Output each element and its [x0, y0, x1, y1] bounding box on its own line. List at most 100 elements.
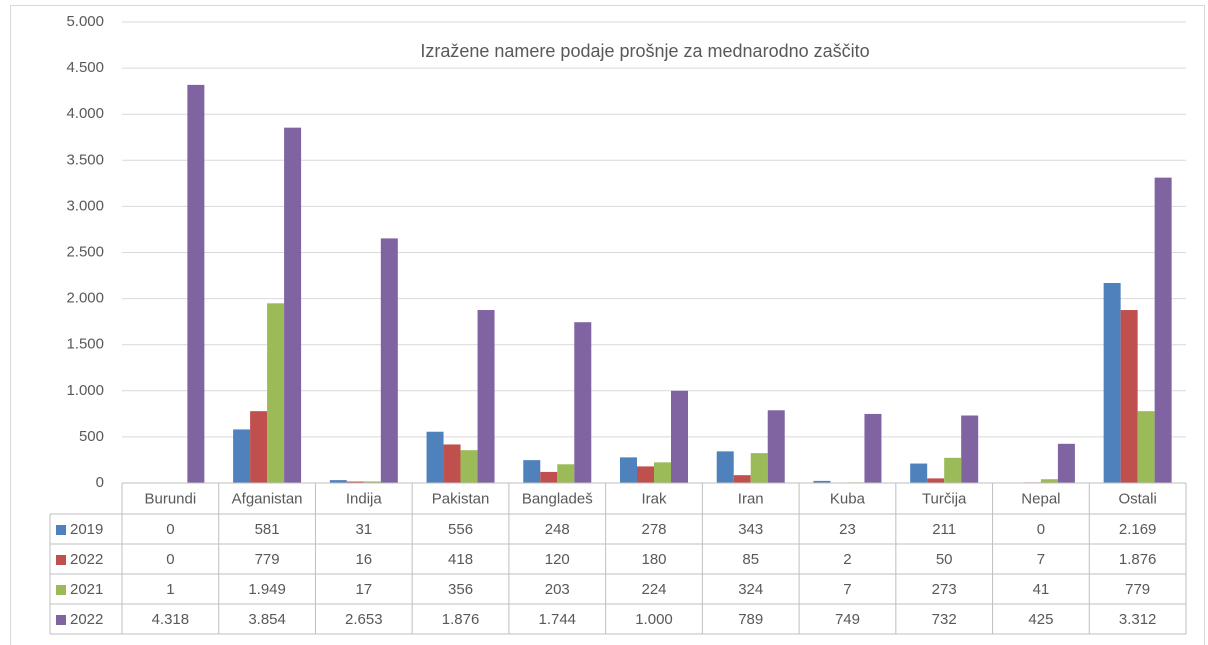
table-value: 0 — [166, 551, 174, 568]
bar — [346, 481, 364, 483]
table-value: 7 — [843, 581, 851, 598]
bar — [671, 390, 688, 483]
table-value: 581 — [255, 521, 280, 538]
chart-title: Izražene namere podaje prošnje za mednar… — [420, 41, 869, 61]
bar — [910, 463, 928, 483]
table-value: 779 — [255, 551, 280, 568]
table-value: 278 — [641, 521, 666, 538]
table-value: 273 — [932, 581, 957, 598]
table-value: 2 — [843, 551, 851, 568]
bar — [540, 471, 558, 483]
bar — [1137, 411, 1155, 483]
bar — [864, 413, 882, 483]
bar — [557, 464, 575, 483]
bar — [767, 410, 785, 483]
x-tick-label: Bangladeš — [522, 490, 593, 507]
x-tick-label: Iran — [738, 490, 764, 507]
table-value: 31 — [355, 521, 372, 538]
bar — [284, 127, 302, 484]
x-tick-label: Nepal — [1021, 490, 1060, 507]
table-value: 789 — [738, 611, 763, 628]
x-tick-label: Indija — [346, 490, 383, 507]
chart-border — [10, 5, 1205, 645]
table-value: 356 — [448, 581, 473, 598]
x-tick-label: Turčija — [922, 490, 967, 507]
bar — [574, 322, 592, 483]
x-tick-label: Kuba — [830, 490, 866, 507]
y-tick-label: 0 — [96, 474, 104, 491]
table-value: 779 — [1125, 581, 1150, 598]
table-value: 180 — [641, 551, 666, 568]
legend-key — [56, 555, 66, 565]
y-tick-label: 1.000 — [66, 382, 104, 399]
table-value: 556 — [448, 521, 473, 538]
table-value: 749 — [835, 611, 860, 628]
bar — [523, 460, 541, 483]
legend-label: 2022 — [70, 611, 103, 628]
table-value: 4.318 — [152, 611, 190, 628]
y-tick-label: 2.500 — [66, 243, 104, 260]
y-tick-label: 4.500 — [66, 59, 104, 76]
table-value: 50 — [936, 551, 953, 568]
bar — [187, 84, 205, 483]
bar — [1057, 443, 1075, 483]
bar — [329, 480, 347, 483]
table-value: 3.312 — [1119, 611, 1157, 628]
bar — [426, 431, 444, 483]
table-value: 1.000 — [635, 611, 673, 628]
bar — [927, 478, 945, 483]
legend-label: 2019 — [70, 521, 103, 538]
table-value: 211 — [932, 521, 956, 538]
bar — [1103, 283, 1121, 483]
bar — [1154, 177, 1172, 483]
bar — [654, 462, 671, 483]
y-tick-label: 4.000 — [66, 105, 104, 122]
table-value: 120 — [545, 551, 570, 568]
bar — [637, 466, 654, 483]
legend-label: 2021 — [70, 581, 103, 598]
table-value: 732 — [932, 611, 957, 628]
table-value: 1.876 — [442, 611, 480, 628]
y-tick-label: 3.000 — [66, 197, 104, 214]
bar — [813, 480, 831, 483]
table-value: 3.854 — [248, 611, 286, 628]
bar — [380, 238, 398, 483]
legend-key — [56, 525, 66, 535]
table-value: 425 — [1028, 611, 1053, 628]
table-value: 1.744 — [538, 611, 576, 628]
legend-key — [56, 615, 66, 625]
table-value: 17 — [355, 581, 372, 598]
table-value: 85 — [742, 551, 759, 568]
bar — [944, 457, 962, 483]
table-value: 1.949 — [248, 581, 286, 598]
table-value: 0 — [166, 521, 174, 538]
x-tick-label: Burundi — [145, 490, 197, 507]
bar — [460, 450, 478, 483]
bar — [733, 475, 751, 483]
table-value: 203 — [545, 581, 570, 598]
bar — [267, 303, 285, 483]
bar — [620, 457, 637, 483]
legend-key — [56, 585, 66, 595]
table-value: 0 — [1037, 521, 1045, 538]
y-tick-label: 1.500 — [66, 336, 104, 353]
table-value: 1 — [166, 581, 174, 598]
legend-label: 2022 — [70, 551, 103, 568]
y-tick-label: 5.000 — [66, 13, 104, 30]
x-tick-label: Pakistan — [432, 490, 490, 507]
table-value: 224 — [641, 581, 666, 598]
y-tick-label: 3.500 — [66, 151, 104, 168]
bar — [233, 429, 251, 483]
x-tick-label: Afganistan — [232, 490, 303, 507]
table-value: 2.653 — [345, 611, 383, 628]
x-tick-label: Ostali — [1118, 490, 1156, 507]
y-tick-label: 2.000 — [66, 290, 104, 307]
table-value: 7 — [1037, 551, 1045, 568]
table-value: 23 — [839, 521, 856, 538]
table-value: 2.169 — [1119, 521, 1157, 538]
bar — [250, 411, 268, 483]
bar — [477, 310, 495, 483]
table-value: 1.876 — [1119, 551, 1157, 568]
bar — [716, 451, 734, 483]
